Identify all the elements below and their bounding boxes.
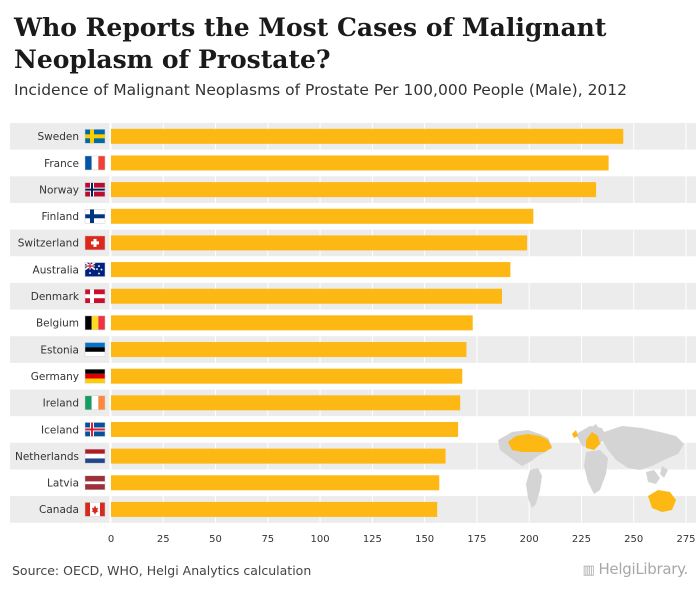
x-axis-ticks: 0 25 50 75 100 125 150 175 200 225 250 275 bbox=[108, 534, 696, 545]
country-flags bbox=[84, 129, 106, 517]
category-label-sweden: Sweden bbox=[38, 131, 80, 143]
x-tick-label: 50 bbox=[209, 534, 222, 545]
category-label-denmark: Denmark bbox=[31, 291, 80, 303]
bar-canada bbox=[111, 501, 438, 517]
category-label-iceland: Iceland bbox=[41, 424, 79, 436]
x-tick-label: 0 bbox=[108, 534, 114, 545]
category-label-latvia: Latvia bbox=[47, 478, 79, 490]
flag-denmark-icon bbox=[84, 288, 106, 304]
bar-belgium bbox=[111, 315, 473, 331]
flag-france-icon bbox=[84, 155, 106, 171]
bar-estonia bbox=[111, 342, 467, 358]
x-tick-label: 25 bbox=[157, 534, 170, 545]
bar-sweden bbox=[111, 128, 624, 144]
bar-latvia bbox=[111, 475, 440, 491]
x-tick-label: 200 bbox=[520, 534, 539, 545]
library-icon: ▥ bbox=[582, 563, 595, 578]
bar-switzerland bbox=[111, 235, 528, 251]
bar-ireland bbox=[111, 395, 461, 411]
chart-title: Who Reports the Most Cases of Malignant … bbox=[14, 13, 607, 74]
x-tick-label: 125 bbox=[363, 534, 382, 545]
flag-australia-icon bbox=[84, 261, 106, 277]
bar-france bbox=[111, 155, 609, 171]
flag-norway-icon bbox=[84, 182, 106, 197]
flag-germany-icon bbox=[84, 368, 106, 384]
bar-norway bbox=[111, 182, 597, 198]
category-label-switzerland: Switzerland bbox=[18, 238, 79, 250]
chart-subtitle: Incidence of Malignant Neoplasms of Pros… bbox=[14, 81, 628, 99]
bars bbox=[111, 128, 624, 517]
x-tick-label: 150 bbox=[415, 534, 434, 545]
category-label-norway: Norway bbox=[39, 184, 79, 196]
x-tick-label: 225 bbox=[572, 534, 591, 545]
source-note: Source: OECD, WHO, Helgi Analytics calcu… bbox=[12, 563, 312, 578]
category-label-ireland: Ireland bbox=[43, 398, 79, 410]
world-map-graphic bbox=[498, 424, 684, 512]
category-label-canada: Canada bbox=[39, 504, 79, 516]
bar-germany bbox=[111, 368, 463, 384]
flag-belgium-icon bbox=[84, 315, 106, 331]
flag-sweden-icon bbox=[84, 129, 106, 144]
flag-iceland-icon bbox=[84, 422, 106, 437]
flag-netherlands-icon bbox=[84, 448, 106, 464]
category-label-netherlands: Netherlands bbox=[15, 451, 79, 463]
x-tick-label: 100 bbox=[311, 534, 330, 545]
x-tick-label: 275 bbox=[676, 534, 695, 545]
bar-netherlands bbox=[111, 448, 446, 464]
bar-denmark bbox=[111, 288, 502, 304]
category-label-belgium: Belgium bbox=[36, 318, 79, 330]
brand-logo: ▥ HelgiLibrary. bbox=[582, 560, 688, 578]
category-label-estonia: Estonia bbox=[40, 344, 79, 356]
category-label-australia: Australia bbox=[33, 264, 79, 276]
flag-finland-icon bbox=[84, 209, 106, 224]
bar-iceland bbox=[111, 421, 459, 437]
bar-australia bbox=[111, 262, 511, 278]
x-tick-label: 75 bbox=[261, 534, 274, 545]
brand-name: HelgiLibrary. bbox=[598, 560, 688, 578]
flag-estonia-icon bbox=[84, 342, 106, 357]
flag-ireland-icon bbox=[84, 395, 106, 411]
flag-canada-icon bbox=[84, 502, 106, 517]
x-tick-label: 175 bbox=[467, 534, 486, 545]
x-tick-label: 250 bbox=[624, 534, 643, 545]
bar-finland bbox=[111, 208, 534, 224]
category-label-germany: Germany bbox=[31, 371, 79, 383]
flag-latvia-icon bbox=[84, 475, 106, 491]
category-label-france: France bbox=[44, 158, 79, 170]
flag-switzerland-icon bbox=[84, 235, 106, 251]
category-labels: Sweden France Norway Finland Switzerland Aust… bbox=[15, 131, 80, 516]
category-label-finland: Finland bbox=[41, 211, 79, 223]
